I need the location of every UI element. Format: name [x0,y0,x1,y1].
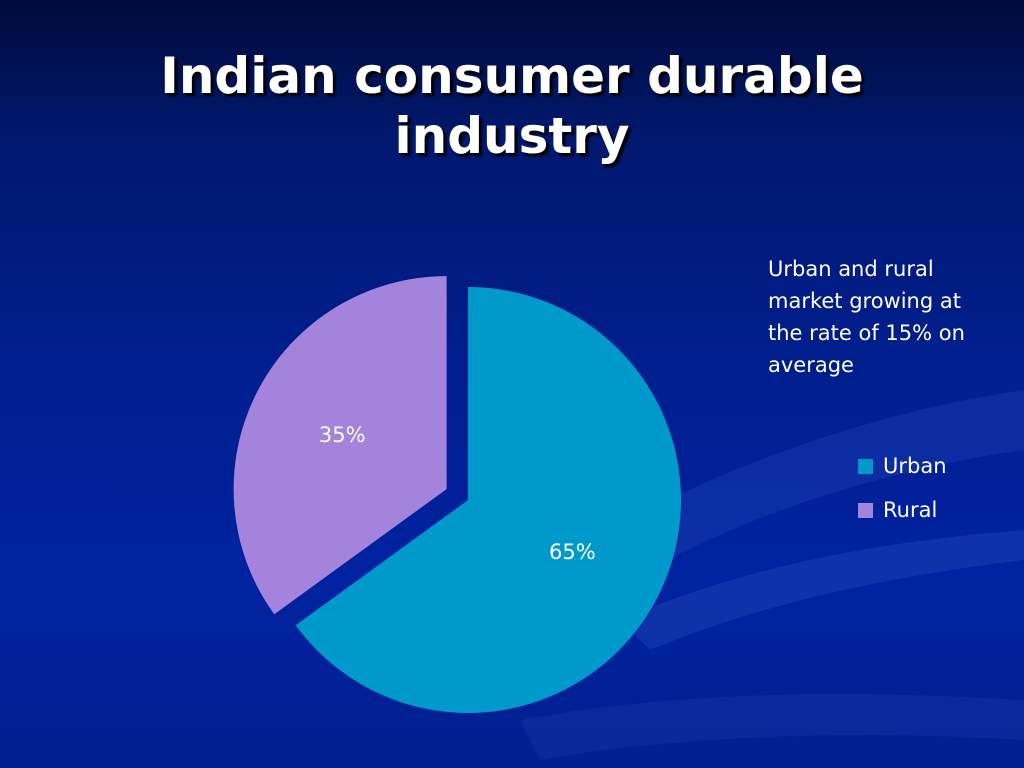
legend-item-urban: Urban [858,455,947,477]
legend-swatch-urban [858,458,873,474]
chart-legend: Urban Rural [858,455,947,543]
legend-label-urban: Urban [883,454,947,478]
pie-slice-urban [295,287,681,713]
pie-slice-rural [233,276,447,615]
pie-chart: 65% 35% [233,276,681,713]
slide-title: Indian consumer durable industry [160,47,864,165]
legend-label-rural: Rural [883,498,938,522]
legend-item-rural: Rural [858,499,947,521]
data-label-urban: 65% [549,540,596,564]
chart-note: Urban and rural market growing at the ra… [768,257,965,377]
legend-swatch-rural [858,502,873,518]
data-label-rural: 35% [319,423,366,447]
